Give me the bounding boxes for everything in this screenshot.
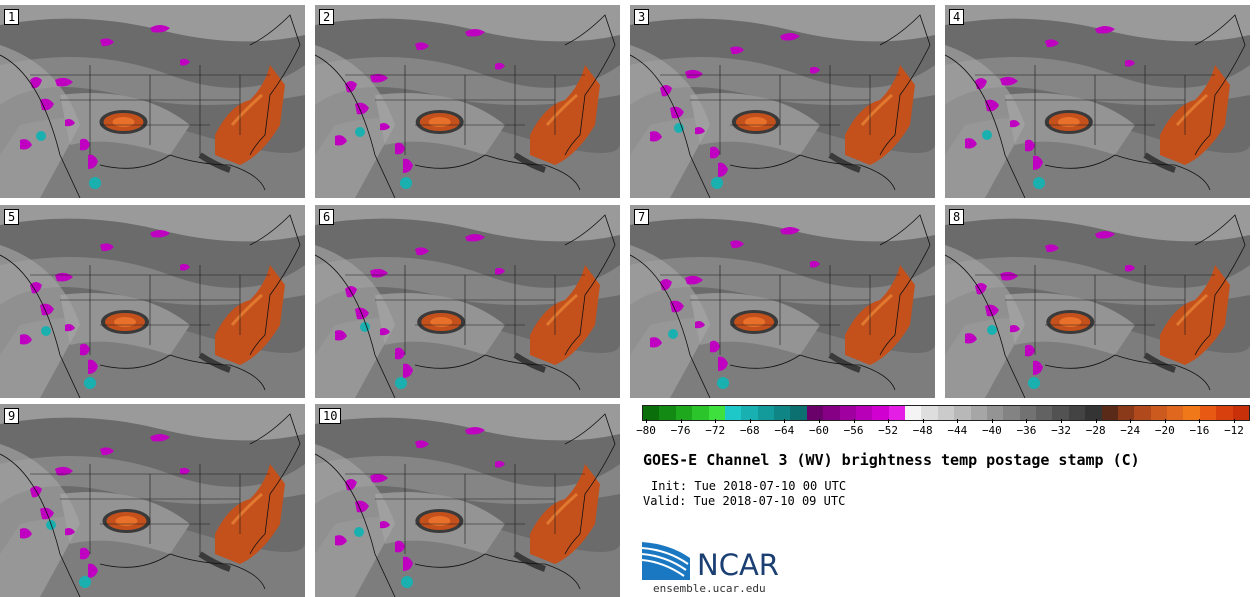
colorbar-segment (806, 406, 824, 420)
panel-number: 10 (319, 408, 342, 424)
colorbar-segment (839, 406, 856, 420)
colorbar-tick-label: −28 (1085, 424, 1106, 437)
forecast-panel: 6 (315, 205, 620, 398)
colorbar-segment (675, 406, 693, 420)
colorbar-segment (1003, 406, 1020, 420)
forecast-panel: 7 (630, 205, 935, 398)
colorbar-segment (708, 406, 725, 420)
colorbar-segment (774, 406, 791, 420)
colorbar-tick-label: −64 (774, 424, 795, 437)
colorbar-segment (855, 406, 873, 420)
colorbar-segment (1150, 406, 1167, 420)
colorbar-tick-label: −20 (1154, 424, 1175, 437)
colorbar-tick-label: −60 (809, 424, 829, 437)
colorbar-segment (1167, 406, 1184, 420)
colorbar-segment (1036, 406, 1053, 420)
colorbar-segment (659, 406, 676, 420)
forecast-panel: 10 (315, 404, 620, 597)
colorbar-segment (1199, 406, 1217, 420)
colorbar-tick-label: −48 (912, 424, 933, 437)
forecast-panel: 5 (0, 205, 305, 398)
logo-url[interactable]: ensemble.ucar.edu (653, 582, 766, 595)
colorbar-segment (790, 406, 807, 420)
colorbar-segment (1232, 406, 1249, 420)
colorbar-segment (921, 406, 938, 420)
panel-number: 5 (4, 209, 20, 225)
forecast-panel: 1 (0, 5, 305, 198)
colorbar-ticks: −80 −76 −72 −68 −64 −60 −56 −52 −48 −44 −40 −36 −32 −… (636, 419, 1248, 438)
panel-number: 7 (634, 209, 650, 225)
colorbar-segment (1134, 406, 1151, 420)
colorbar-segment (970, 406, 987, 420)
colorbar-segment (1101, 406, 1118, 420)
colorbar-tick-label: −52 (878, 424, 899, 437)
forecast-panel: 8 (945, 205, 1250, 398)
colorbar-segment (643, 406, 660, 420)
colorbar-tick-label: −72 (705, 424, 726, 437)
colorbar-tick-label: −76 (670, 424, 691, 437)
colorbar-tick-label: −36 (1016, 424, 1037, 437)
colorbar-tick-label: −80 (636, 424, 656, 437)
ncar-logo-icon (642, 542, 690, 580)
colorbar-segment (823, 406, 840, 420)
panel-number: 4 (949, 9, 965, 25)
colorbar-tick-label: −12 (1224, 424, 1244, 437)
colorbar (642, 405, 1250, 421)
colorbar-segment (1068, 406, 1086, 420)
colorbar-segment (1183, 406, 1200, 420)
valid-time: Valid: Tue 2018-07-10 09 UTC (643, 494, 846, 508)
colorbar-segment (888, 406, 905, 420)
init-time: Init: Tue 2018-07-10 00 UTC (651, 479, 847, 493)
forecast-panel: 9 (0, 404, 305, 597)
colorbar-segment (872, 406, 889, 420)
colorbar-tick-label: −68 (739, 424, 760, 437)
colorbar-segment (692, 406, 709, 420)
forecast-panel: 4 (945, 5, 1250, 198)
colorbar-segment (937, 406, 955, 420)
colorbar-tick-label: −40 (981, 424, 1002, 437)
colorbar-segment (1085, 406, 1102, 420)
colorbar-segment (1052, 406, 1069, 420)
colorbar-tick-label: −16 (1189, 424, 1210, 437)
colorbar-tick-label: −24 (1120, 424, 1141, 437)
panel-number: 9 (4, 408, 20, 424)
logo-name: NCAR (697, 548, 779, 582)
forecast-panel: 2 (315, 5, 620, 198)
colorbar-segment (1117, 406, 1135, 420)
colorbar-tick-label: −44 (947, 424, 968, 437)
panel-number: 2 (319, 9, 335, 25)
colorbar-segment (954, 406, 971, 420)
colorbar-tick-label: −32 (1051, 424, 1071, 437)
colorbar-segment (905, 406, 922, 420)
panel-number: 6 (319, 209, 335, 225)
colorbar-segment (741, 406, 758, 420)
colorbar-segment (724, 406, 742, 420)
panel-number: 3 (634, 9, 650, 25)
colorbar-tick-label: −56 (843, 424, 864, 437)
map-title: GOES-E Channel 3 (WV) brightness temp po… (643, 451, 1140, 469)
panel-number: 1 (4, 9, 20, 25)
colorbar-segment (1216, 406, 1233, 420)
colorbar-segment (986, 406, 1004, 420)
forecast-panel: 3 (630, 5, 935, 198)
panel-number: 8 (949, 209, 965, 225)
colorbar-segment (757, 406, 774, 420)
colorbar-segment (1019, 406, 1036, 420)
